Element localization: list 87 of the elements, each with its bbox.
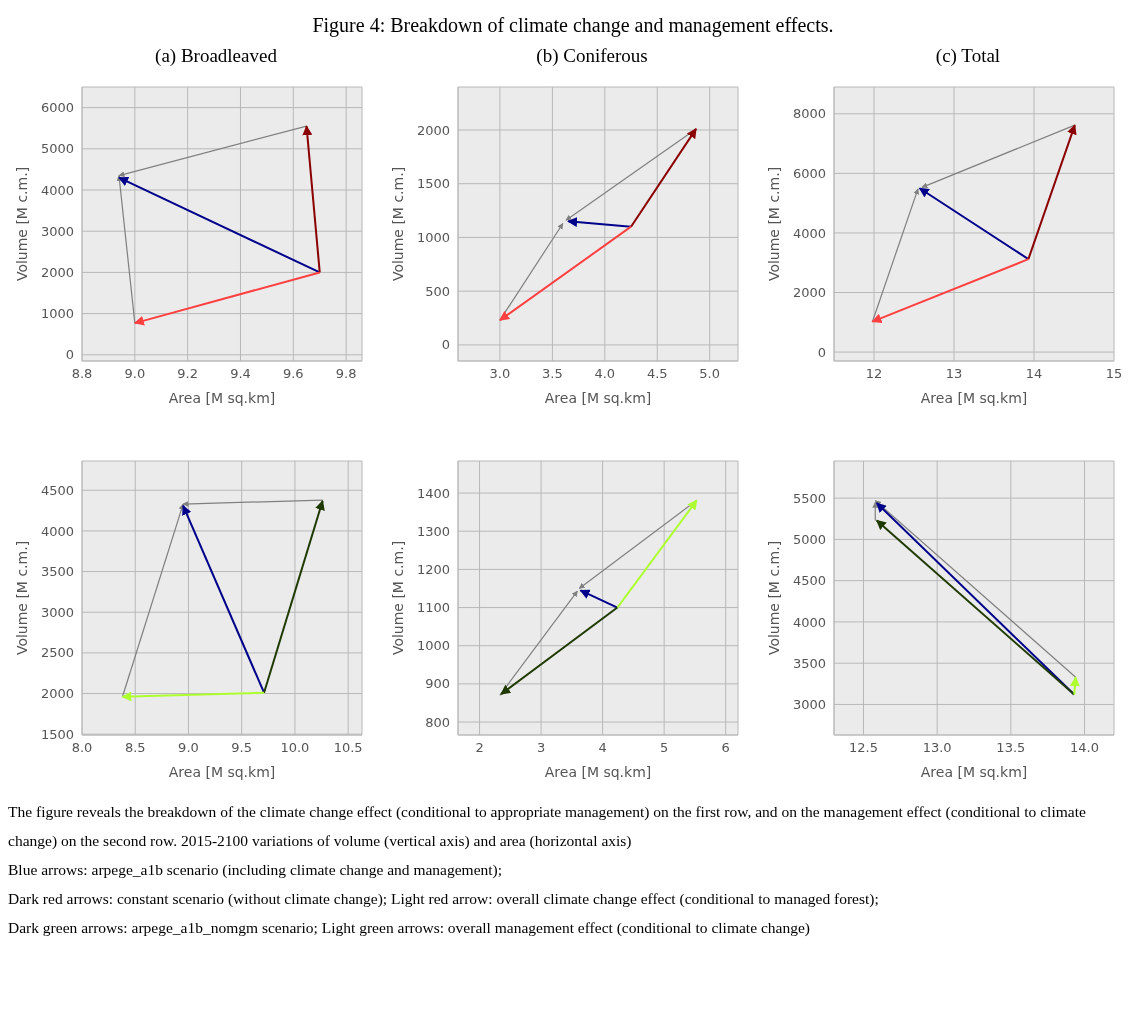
y-tick-label: 2000 — [40, 686, 74, 702]
x-tick-label: 9.8 — [335, 366, 357, 382]
y-tick-label: 2000 — [792, 285, 826, 301]
y-tick-label: 3000 — [40, 223, 74, 239]
text: The figure reveals the breakdown of the climate change effect (conditional to appropriate management) on the first row, and on the management effect (conditional to climate change) on the second row. 2015-2100 variations of volume (vertical axis) and area (horizontal axis) — [8, 802, 1087, 851]
y-tick-label: 4000 — [792, 614, 826, 630]
text: Blue arrows: arpege_a1b scenario (including climate change and management); — [8, 860, 504, 880]
y-tick-label: 4500 — [40, 482, 74, 498]
x-tick-label: 10.0 — [280, 740, 310, 756]
x-tick-label: 4 — [598, 740, 607, 756]
y-tick-label: 1400 — [416, 485, 450, 501]
y-tick-label: 5500 — [792, 490, 826, 506]
y-tick-label: 1100 — [416, 600, 450, 616]
y-tick-label: 2000 — [40, 265, 74, 281]
y-tick-label: 800 — [425, 714, 450, 730]
x-tick-label: 6 — [721, 740, 730, 756]
x-tick-label: 14.0 — [1070, 740, 1099, 756]
y-tick-label: 0 — [441, 337, 450, 353]
y-axis-title: Volume [M c.m.] — [389, 166, 406, 282]
x-tick-label: 3.0 — [489, 366, 511, 382]
y-tick-label: 1200 — [416, 561, 450, 577]
y-tick-label: 5000 — [792, 532, 826, 548]
x-tick-label: 13 — [945, 366, 963, 382]
y-tick-label: 0 — [65, 347, 74, 363]
chart-title: (a) Broadleaved — [154, 45, 277, 68]
x-axis-title: Area [M sq.km] — [544, 390, 652, 406]
y-tick-label: 1000 — [416, 638, 450, 654]
y-axis-title: Volume [M c.m.] — [13, 540, 30, 656]
y-tick-label: 1500 — [40, 726, 74, 742]
x-tick-label: 9.0 — [178, 740, 199, 756]
y-tick-label: 6000 — [792, 165, 826, 181]
text: Dark red arrows: constant scenario (without climate change); Light red arrow: overall climate change effect (conditional to managed forest); — [8, 889, 880, 909]
x-tick-label: 8.5 — [124, 740, 146, 756]
x-tick-label: 4.0 — [594, 366, 616, 382]
y-tick-label: 0 — [817, 344, 826, 360]
y-tick-label: 1300 — [416, 523, 450, 539]
y-tick-label: 4500 — [792, 573, 826, 589]
x-tick-label: 4.5 — [646, 366, 668, 382]
y-tick-label: 3500 — [40, 564, 74, 580]
y-tick-label: 900 — [425, 676, 450, 692]
x-tick-label: 5 — [660, 740, 669, 756]
x-tick-label: 15 — [1105, 366, 1123, 382]
x-tick-label: 10.5 — [333, 740, 363, 756]
x-tick-label: 12 — [865, 366, 883, 382]
y-tick-label: 3000 — [40, 604, 74, 620]
x-tick-label: 9.0 — [124, 366, 146, 382]
y-tick-label: 8000 — [792, 106, 826, 122]
text: Dark green arrows: arpege_a1b_nomgm scenario; Light green arrows: overall management effect (conditional to climate change) — [8, 918, 811, 938]
x-tick-label: 8.0 — [71, 740, 93, 756]
y-tick-label: 4000 — [792, 225, 826, 241]
y-tick-label: 1500 — [416, 176, 450, 192]
x-tick-label: 13.0 — [922, 740, 952, 756]
x-axis-title: Area [M sq.km] — [544, 764, 652, 780]
x-tick-label: 2 — [475, 740, 484, 756]
x-axis-title: Area [M sq.km] — [920, 764, 1028, 780]
y-tick-label: 6000 — [40, 100, 74, 116]
y-tick-label: 1000 — [416, 230, 450, 246]
y-tick-label: 1000 — [40, 306, 74, 322]
x-tick-label: 3.5 — [542, 366, 563, 382]
y-tick-label: 4000 — [40, 523, 74, 539]
x-tick-label: 3 — [536, 740, 546, 756]
y-tick-label: 3500 — [792, 655, 826, 671]
y-axis-title: Volume [M c.m.] — [765, 166, 782, 282]
x-axis-title: Area [M sq.km] — [168, 390, 276, 406]
x-tick-label: 9.5 — [231, 740, 253, 756]
y-tick-label: 2500 — [40, 645, 74, 661]
y-tick-label: 500 — [425, 283, 450, 299]
chart-title: (b) Coniferous — [535, 45, 648, 68]
x-tick-label: 13.5 — [996, 740, 1026, 756]
y-tick-label: 5000 — [40, 141, 74, 157]
x-tick-label: 14 — [1025, 366, 1043, 382]
x-axis-title: Area [M sq.km] — [920, 390, 1028, 406]
y-axis-title: Volume [M c.m.] — [389, 540, 406, 656]
y-tick-label: 2000 — [416, 122, 450, 138]
x-tick-label: 9.2 — [177, 366, 198, 382]
x-tick-label: 5.0 — [699, 366, 721, 382]
x-tick-label: 9.6 — [282, 366, 304, 382]
y-axis-title: Volume [M c.m.] — [765, 540, 782, 656]
y-tick-label: 3000 — [792, 697, 826, 713]
y-tick-label: 4000 — [40, 182, 74, 198]
caption: Figure 4: Breakdown of climate change and management effects. — [311, 14, 835, 37]
x-tick-label: 8.8 — [71, 366, 93, 382]
x-axis-title: Area [M sq.km] — [168, 764, 276, 780]
chart-title: (c) Total — [934, 45, 1001, 68]
x-tick-label: 12.5 — [849, 740, 878, 756]
x-tick-label: 9.4 — [230, 366, 251, 382]
y-axis-title: Volume [M c.m.] — [13, 166, 30, 282]
